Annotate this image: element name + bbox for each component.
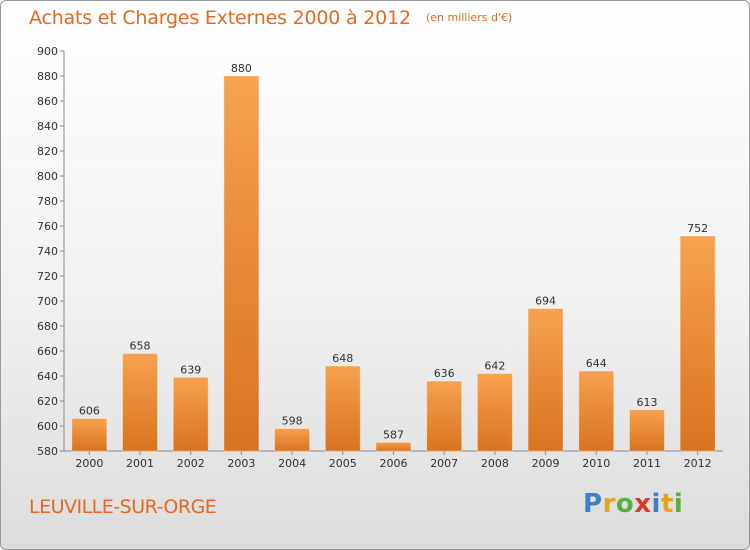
proxiti-logo: Proxiti [583,489,683,519]
logo-letter: P [583,489,603,519]
bar-value-label: 880 [231,62,252,75]
bar-value-label: 587 [383,428,404,441]
y-tick-label: 880 [37,70,58,83]
y-tick-label: 900 [37,45,58,58]
y-tick-label: 640 [37,370,58,383]
bar [628,409,665,452]
x-tick-label: 2011 [633,457,661,470]
bar-value-label: 606 [79,405,100,418]
x-tick-label: 2003 [227,457,255,470]
y-tick-label: 620 [37,395,58,408]
x-tick-label: 2000 [75,457,103,470]
bar [476,373,513,452]
x-tick-label: 2001 [126,457,154,470]
bar [527,308,564,452]
bar-value-label: 642 [484,360,505,373]
bar [324,365,361,452]
x-tick-label: 2007 [430,457,458,470]
y-tick-label: 800 [37,170,58,183]
logo-letter: o [615,489,635,519]
x-tick-label: 2006 [380,457,408,470]
logo-letter: t [660,489,674,519]
y-tick-label: 660 [37,345,58,358]
unit-label: (en milliers d'€) [425,11,513,24]
bar [426,380,463,452]
y-tick-label: 680 [37,320,58,333]
logo-letter: i [673,489,684,519]
chart-title: Achats et Charges Externes 2000 à 2012 [29,7,411,29]
logo-letter: r [602,489,616,519]
bar-value-label: 644 [586,357,607,370]
bar [679,235,716,452]
bar [578,370,615,452]
y-tick-label: 860 [37,95,58,108]
bar-value-label: 648 [332,352,353,365]
bar-value-label: 752 [687,222,708,235]
y-tick-label: 740 [37,245,58,258]
x-tick-label: 2004 [278,457,306,470]
bar-value-label: 598 [282,415,303,428]
y-tick-label: 580 [37,445,58,458]
title-block: Achats et Charges Externes 2000 à 2012 (… [29,7,512,29]
logo-letter: x [634,489,652,519]
y-tick-label: 760 [37,220,58,233]
bar [375,441,412,452]
x-tick-label: 2012 [684,457,712,470]
bar [223,75,260,452]
y-tick-label: 780 [37,195,58,208]
bar-value-label: 658 [130,340,151,353]
x-tick-label: 2009 [532,457,560,470]
y-tick-label: 840 [37,120,58,133]
logo-letter: i [651,489,661,519]
bar [122,353,159,452]
bar-value-label: 636 [434,367,455,380]
x-tick-label: 2002 [177,457,205,470]
commune-name: LEUVILLE-SUR-ORGE [29,496,217,518]
bar-value-label: 694 [535,295,556,308]
bar [172,376,209,452]
y-tick-label: 700 [37,295,58,308]
bar-value-label: 613 [636,396,657,409]
bars [71,75,716,452]
bar [274,428,311,452]
value-labels: 606 658 639 880 598 648 587 636 642 694 644 613 752 [79,62,708,441]
y-tick-label: 820 [37,145,58,158]
x-tick-label: 2010 [582,457,610,470]
bar [71,418,108,452]
y-tick-label: 600 [37,420,58,433]
x-tick-label: 2005 [329,457,357,470]
y-tick-label: 720 [37,270,58,283]
x-tick-label: 2008 [481,457,509,470]
bar-value-label: 639 [180,363,201,376]
